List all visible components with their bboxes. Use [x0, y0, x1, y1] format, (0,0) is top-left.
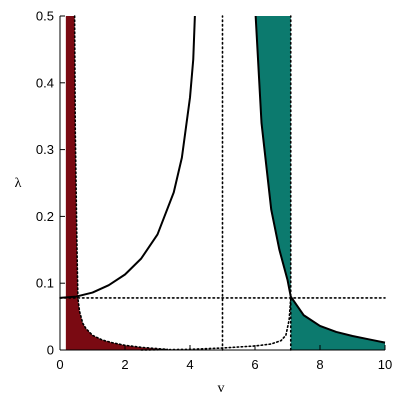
- y-tick-label: 0: [47, 343, 54, 358]
- y-axis-label: λ: [15, 176, 22, 191]
- solid-curve-2: [254, 15, 386, 344]
- y-tick-label: 0.3: [36, 142, 54, 157]
- y-tick-label: 0.5: [36, 9, 54, 24]
- ticks: 0 2 4 6 8 10 0 0.1 0.2 0.3 0.4 0.5: [36, 9, 392, 373]
- axes: [59, 16, 385, 351]
- curves: [59, 15, 386, 351]
- solid-curve-1: [59, 15, 196, 299]
- x-tick-label: 0: [56, 357, 63, 372]
- y-tick-label: 0.4: [36, 75, 54, 90]
- x-tick-label: 4: [186, 357, 193, 372]
- shaded-region-1: [65, 16, 168, 350]
- shaded-regions: [65, 16, 385, 350]
- dotted-curve-4: [140, 297, 292, 351]
- shaded-region-3: [290, 296, 385, 350]
- shaded-region-2: [255, 16, 291, 297]
- reference-lines: [59, 15, 386, 351]
- x-tick-label: 2: [121, 357, 128, 372]
- y-tick-label: 0.2: [36, 209, 54, 224]
- x-tick-label: 8: [316, 357, 323, 372]
- y-tick-label: 0.1: [36, 276, 54, 291]
- x-axis-label: v: [218, 381, 225, 396]
- dotted-curve-3: [73, 15, 169, 351]
- x-tick-label: 6: [251, 357, 258, 372]
- x-tick-label: 10: [378, 357, 392, 372]
